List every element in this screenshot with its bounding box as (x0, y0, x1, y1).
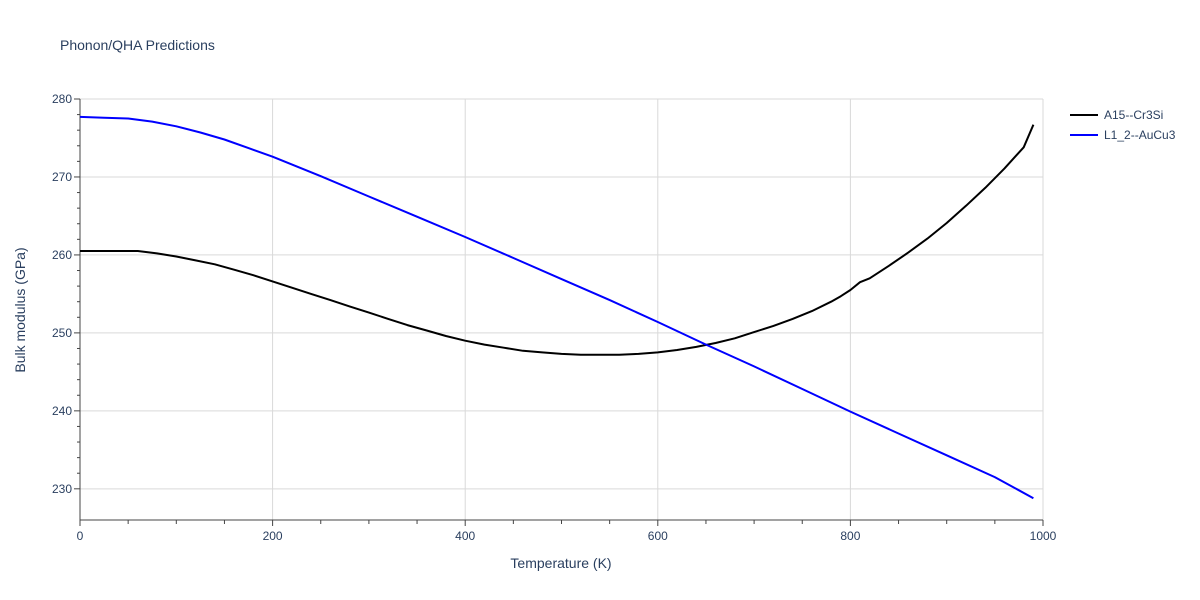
x-tick-label: 1000 (1030, 529, 1057, 543)
legend-label: L1_2--AuCu3 (1104, 128, 1176, 142)
x-axis-title: Temperature (K) (510, 555, 611, 571)
x-tick-label: 600 (648, 529, 668, 543)
y-axis-title: Bulk modulus (GPa) (12, 247, 28, 372)
axes-layer: 0 200 400 600 800 1000 230 240 250 260 270 280 (52, 92, 1057, 543)
x-tick-label: 200 (263, 529, 283, 543)
y-tick-label: 260 (52, 248, 72, 262)
x-tick-label: 400 (455, 529, 475, 543)
legend-label: A15--Cr3Si (1104, 108, 1163, 122)
series-line-a15-cr3si (80, 124, 1035, 356)
series-line-l1-2-aucu3 (79, 115, 1034, 500)
y-tick-label: 240 (52, 404, 72, 418)
x-tick-label: 800 (840, 529, 860, 543)
series-layer (79, 115, 1035, 500)
y-tick-label: 250 (52, 326, 72, 340)
grid-layer (80, 98, 1044, 520)
legend: A15--Cr3Si L1_2--AuCu3 (1070, 108, 1176, 142)
chart-title: Phonon/QHA Predictions (60, 37, 215, 53)
y-tick-label: 270 (52, 170, 72, 184)
y-tick-label: 280 (52, 92, 72, 106)
y-tick-label: 230 (52, 482, 72, 496)
x-tick-label: 0 (77, 529, 84, 543)
